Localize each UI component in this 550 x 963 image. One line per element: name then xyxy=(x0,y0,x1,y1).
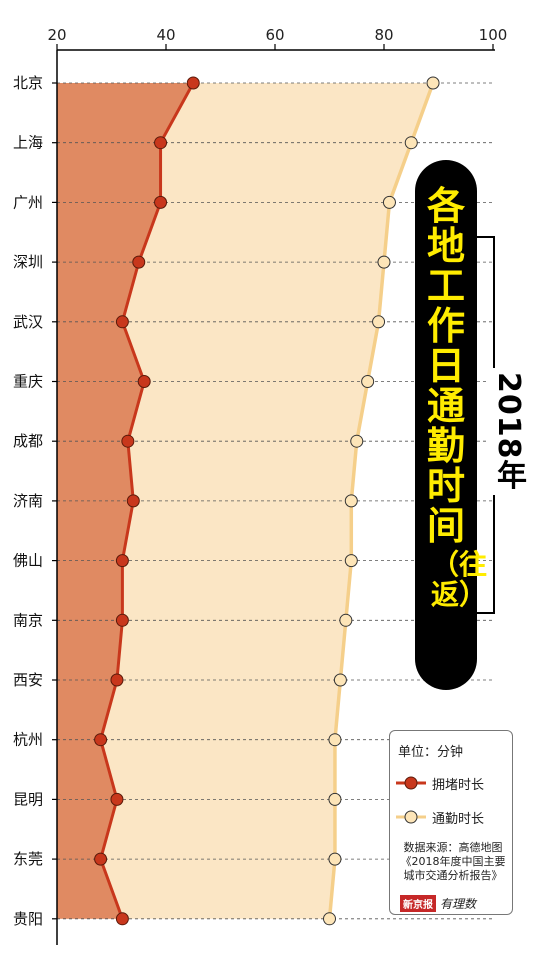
commute-point xyxy=(426,76,440,90)
legend-item-congestion: 拥堵时长 xyxy=(396,773,484,793)
category-label: 上海 xyxy=(13,134,43,152)
chart-title-box: 各地工作日通勤时间 （往返） xyxy=(415,160,488,690)
category-label: 佛山 xyxy=(13,552,43,570)
year-label: 2018年 xyxy=(486,368,530,495)
chart-labels: 20 40 60 80 100 北京上海广州深圳武汉重庆成都济南佛山南京西安杭州昆明东莞贵… xyxy=(13,26,507,928)
commute-point xyxy=(333,673,347,687)
x-tick-label: 100 xyxy=(479,26,508,44)
commute-point xyxy=(377,255,391,269)
category-label: 东莞 xyxy=(13,850,43,868)
legend-congestion-marker xyxy=(396,776,426,790)
category-label: 济南 xyxy=(13,492,43,510)
congestion-point xyxy=(115,554,129,568)
legend-item-commute: 通勤时长 xyxy=(396,807,484,827)
congestion-point xyxy=(132,255,146,269)
legend: 单位：分钟 拥堵时长 通勤时长 数据来源：高德地图《2018年度中国主要城市交通… xyxy=(389,730,513,915)
legend-commute-marker xyxy=(396,810,426,824)
x-tick-label: 60 xyxy=(265,26,284,44)
commute-point xyxy=(328,792,342,806)
congestion-point xyxy=(110,792,124,806)
congestion-point xyxy=(126,494,140,508)
commute-point xyxy=(361,375,375,388)
congestion-point xyxy=(115,315,129,329)
chart-points xyxy=(94,76,440,926)
category-label: 重庆 xyxy=(13,373,43,391)
commute-point xyxy=(328,733,342,747)
commute-point xyxy=(350,434,364,448)
commute-point xyxy=(344,554,358,568)
congestion-point xyxy=(154,195,168,209)
commute-point xyxy=(328,852,342,866)
category-label: 昆明 xyxy=(13,790,43,808)
commute-point xyxy=(344,494,358,508)
x-tick-label: 80 xyxy=(374,26,393,44)
category-label: 西安 xyxy=(13,671,43,689)
congestion-point xyxy=(121,434,135,448)
legend-source: 数据来源：高德地图《2018年度中国主要城市交通分析报告》 xyxy=(400,841,506,882)
category-label: 武汉 xyxy=(13,313,43,331)
category-label: 北京 xyxy=(13,74,43,92)
legend-commute-label: 通勤时长 xyxy=(432,811,485,827)
x-tick-label: 20 xyxy=(47,26,66,44)
congestion-point xyxy=(94,852,108,866)
category-label: 成都 xyxy=(13,432,43,450)
legend-congestion-label: 拥堵时长 xyxy=(432,777,485,793)
commute-point xyxy=(382,195,396,209)
brand-name: 新京报 xyxy=(400,895,436,912)
commute-point xyxy=(323,912,336,926)
congestion-point xyxy=(115,912,129,926)
commute-point xyxy=(372,315,386,329)
congestion-point xyxy=(186,76,200,90)
chart-gridlines xyxy=(57,82,493,920)
commute-point xyxy=(339,613,353,627)
chart-title: 各地工作日通勤时间 xyxy=(426,184,465,548)
category-label: 深圳 xyxy=(13,253,43,271)
brand-sub: 有理数 xyxy=(440,897,477,911)
brand-logo: 新京报 有理数 xyxy=(400,895,476,912)
commute-point xyxy=(404,136,418,150)
category-label: 南京 xyxy=(13,611,43,629)
legend-unit: 单位：分钟 xyxy=(398,745,464,760)
category-label: 广州 xyxy=(13,193,43,211)
congestion-point xyxy=(154,136,168,150)
category-label: 杭州 xyxy=(13,731,43,749)
congestion-point xyxy=(115,613,129,627)
x-tick-label: 40 xyxy=(156,26,175,44)
category-label: 贵阳 xyxy=(13,910,43,928)
chart-axes xyxy=(52,44,495,945)
congestion-point xyxy=(94,733,108,747)
congestion-point xyxy=(137,375,151,388)
congestion-point xyxy=(110,673,124,687)
chart-title-paren: （往返） xyxy=(431,548,488,611)
